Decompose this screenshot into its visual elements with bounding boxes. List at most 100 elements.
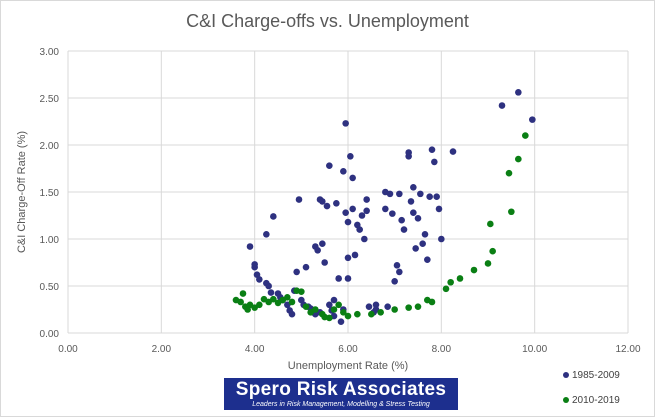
data-point-2010-2019	[447, 278, 454, 286]
data-point-1985-2009	[363, 207, 370, 215]
data-point-2010-2019	[428, 298, 436, 306]
data-point-2010-2019	[326, 314, 333, 322]
data-point-1985-2009	[293, 268, 300, 276]
data-point-2010-2019	[405, 304, 412, 311]
data-point-1985-2009	[363, 196, 370, 203]
x-tick-label: 10.00	[522, 344, 547, 355]
data-point-2010-2019	[368, 310, 375, 318]
data-point-1985-2009	[323, 202, 331, 210]
x-tick-label: 8.00	[432, 344, 452, 355]
data-point-2010-2019	[288, 298, 296, 306]
x-tick-label: 12.00	[615, 344, 640, 355]
data-point-1985-2009	[372, 301, 380, 309]
data-point-1985-2009	[333, 199, 340, 207]
data-point-2010-2019	[237, 298, 244, 306]
data-point-1985-2009	[396, 268, 403, 276]
data-point-2010-2019	[330, 306, 338, 313]
data-point-1985-2009	[410, 209, 417, 216]
data-point-2010-2019	[256, 301, 263, 309]
data-point-1985-2009	[319, 240, 326, 247]
data-point-1985-2009	[246, 243, 254, 250]
data-point-1985-2009	[288, 310, 296, 318]
data-point-2010-2019	[335, 301, 342, 309]
data-point-1985-2009	[319, 198, 326, 205]
data-point-1985-2009	[361, 235, 368, 243]
data-point-1985-2009	[351, 251, 359, 259]
data-point-1985-2009	[256, 276, 263, 283]
data-point-1985-2009	[435, 205, 443, 213]
data-point-1985-2009	[419, 240, 426, 247]
data-point-1985-2009	[393, 262, 401, 269]
x-tick-label: 6.00	[338, 344, 358, 355]
data-point-2010-2019	[354, 310, 361, 318]
data-point-1985-2009	[358, 212, 366, 219]
data-point-2010-2019	[377, 309, 384, 316]
data-point-1985-2009	[424, 256, 431, 263]
data-point-1985-2009	[398, 216, 405, 224]
data-point-2010-2019	[391, 306, 398, 313]
data-point-1985-2009	[498, 102, 506, 109]
data-point-1985-2009	[426, 193, 433, 200]
data-point-1985-2009	[314, 246, 321, 254]
data-point-1985-2009	[270, 213, 277, 220]
data-point-2010-2019	[312, 306, 319, 313]
data-point-1985-2009	[433, 193, 440, 200]
legend-label-2010-2019: 2010-2019	[572, 394, 620, 406]
legend-item-1985-2009: 1985-2009	[563, 367, 620, 383]
data-point-1985-2009	[344, 254, 352, 262]
data-point-1985-2009	[251, 261, 258, 268]
data-point-2010-2019	[239, 290, 247, 297]
x-tick-label: 0.00	[58, 344, 78, 355]
data-point-1985-2009	[405, 149, 412, 156]
data-point-2010-2019	[442, 285, 450, 293]
y-tick-label: 0.50	[40, 282, 60, 293]
data-point-2010-2019	[515, 155, 522, 163]
data-point-1985-2009	[400, 226, 408, 233]
data-point-2010-2019	[522, 132, 529, 139]
data-point-1985-2009	[407, 198, 415, 205]
x-tick-label: 4.00	[245, 344, 265, 355]
data-point-1985-2009	[438, 235, 445, 243]
data-point-1985-2009	[349, 205, 356, 213]
company-logo: Spero Risk Associates Leaders in Risk Ma…	[224, 378, 458, 410]
data-point-1985-2009	[344, 275, 352, 282]
data-point-2010-2019	[456, 275, 464, 282]
data-point-1985-2009	[431, 158, 438, 166]
data-point-2010-2019	[508, 208, 515, 216]
legend-label-1985-2009: 1985-2009	[572, 369, 620, 381]
data-point-2010-2019	[487, 220, 494, 228]
legend-item-2010-2019: 2010-2019	[563, 392, 620, 408]
data-point-1985-2009	[326, 162, 333, 169]
data-point-1985-2009	[529, 116, 536, 123]
data-point-1985-2009	[428, 146, 436, 153]
data-point-1985-2009	[330, 296, 338, 304]
data-point-1985-2009	[382, 205, 389, 213]
data-point-1985-2009	[340, 168, 347, 175]
data-point-2010-2019	[505, 169, 513, 177]
y-tick-label: 1.50	[40, 188, 60, 199]
data-point-2010-2019	[344, 312, 352, 320]
data-point-1985-2009	[321, 259, 328, 266]
data-point-2010-2019	[484, 260, 492, 267]
y-tick-label: 2.50	[40, 94, 60, 105]
y-tick-label: 0.00	[40, 329, 60, 340]
legend-swatch-1985-2009	[563, 372, 569, 378]
data-point-1985-2009	[365, 303, 373, 310]
data-point-1985-2009	[342, 120, 349, 127]
data-point-1985-2009	[412, 245, 419, 252]
y-tick-label: 1.00	[40, 235, 60, 246]
data-point-1985-2009	[449, 148, 457, 155]
data-point-1985-2009	[414, 215, 422, 222]
chart-title: C&I Charge-offs vs. Unemployment	[186, 11, 469, 31]
data-point-1985-2009	[410, 184, 417, 191]
data-point-1985-2009	[263, 231, 270, 238]
data-point-1985-2009	[347, 152, 354, 160]
data-point-1985-2009	[267, 289, 275, 296]
data-point-1985-2009	[335, 275, 342, 282]
data-point-1985-2009	[417, 190, 424, 198]
data-point-1985-2009	[386, 190, 394, 198]
data-point-1985-2009	[421, 231, 429, 238]
data-point-1985-2009	[337, 318, 345, 326]
data-point-1985-2009	[396, 190, 403, 198]
